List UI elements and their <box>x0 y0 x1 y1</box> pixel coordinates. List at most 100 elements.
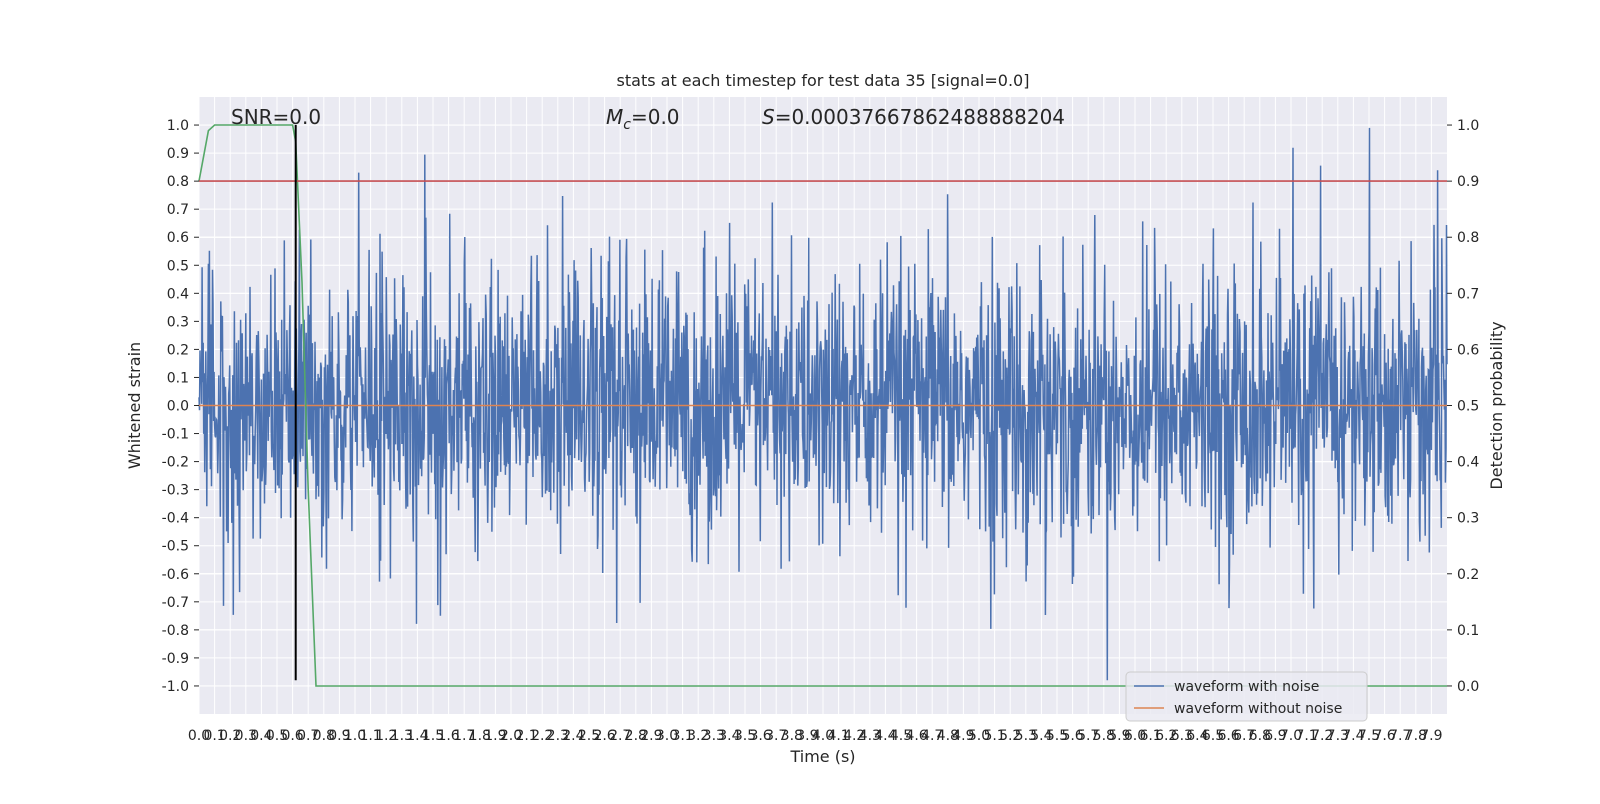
x-tick-label: 2.8 <box>625 728 647 744</box>
y2-tick-label: 0.6 <box>1457 342 1479 358</box>
legend-box <box>1125 671 1368 722</box>
y-tick-label: 0.0 <box>167 399 189 415</box>
x-tick-label: 0.9 <box>328 728 350 744</box>
chart-title: stats at each timestep for test data 35 … <box>617 71 1030 90</box>
x-tick-label: 3.0 <box>656 728 678 744</box>
x-tick-label: 1.9 <box>484 728 506 744</box>
legend: waveform with noise waveform without noi… <box>1125 671 1368 722</box>
x-tick-label: 1.4 <box>406 728 428 744</box>
x-tick-label: 0.0 <box>188 728 210 744</box>
y-tick-label: -0.4 <box>162 511 189 527</box>
y2-tick-label: 0.9 <box>1457 174 1479 190</box>
x-tick-label: 5.3 <box>1015 728 1037 744</box>
y-tick-label: -0.3 <box>162 483 189 499</box>
y2-tick-label: 0.7 <box>1457 286 1479 302</box>
tick-labels: 0.00.10.20.30.40.50.60.70.80.91.01.11.21… <box>162 118 1480 744</box>
y-tick-label: -0.7 <box>162 595 189 611</box>
x-tick-label: 4.5 <box>890 728 912 744</box>
x-tick-label: 6.9 <box>1264 728 1286 744</box>
snr-annotation: SNR=0.0 <box>231 105 321 129</box>
x-tick-label: 5.2 <box>999 728 1021 744</box>
x-tick-label: 4.1 <box>827 728 849 744</box>
x-tick-label: 5.6 <box>1061 728 1083 744</box>
x-tick-label: 1.6 <box>437 728 459 744</box>
y-axis-label: Whitened strain <box>125 342 144 469</box>
x-tick-label: 5.7 <box>1077 728 1099 744</box>
x-tick-label: 4.3 <box>859 728 881 744</box>
x-tick-label: 3.1 <box>671 728 693 744</box>
x-tick-label: 0.2 <box>219 728 241 744</box>
x-tick-label: 7.1 <box>1295 728 1317 744</box>
x-tick-label: 2.1 <box>515 728 537 744</box>
y-tick-label: 0.4 <box>167 286 189 302</box>
x-tick-label: 1.2 <box>375 728 397 744</box>
x-tick-label: 4.7 <box>921 728 943 744</box>
x-tick-label: 2.6 <box>593 728 615 744</box>
y-tick-label: 1.0 <box>167 118 189 134</box>
x-tick-label: 5.4 <box>1030 728 1052 744</box>
x-tick-label: 1.1 <box>359 728 381 744</box>
y2-tick-label: 0.0 <box>1457 679 1479 695</box>
y-tick-label: -0.8 <box>162 623 189 639</box>
x-axis-label: Time (s) <box>789 747 855 766</box>
y2-axis-label: Detection probability <box>1487 321 1506 489</box>
y2-tick-label: 0.3 <box>1457 511 1479 527</box>
x-tick-label: 3.6 <box>749 728 771 744</box>
x-tick-label: 0.1 <box>203 728 225 744</box>
x-tick-label: 5.9 <box>1108 728 1130 744</box>
y-tick-label: 0.3 <box>167 314 189 330</box>
x-tick-label: 6.5 <box>1202 728 1224 744</box>
noise-waveform-layer <box>198 127 1448 681</box>
series-layer <box>198 124 1447 687</box>
x-tick-label: 2.9 <box>640 728 662 744</box>
y-tick-label: -0.6 <box>162 567 189 583</box>
y-tick-label: -1.0 <box>162 679 189 695</box>
s-annotation: S=0.00037667862488888204 <box>762 105 1065 129</box>
s-value: =0.00037667862488888204 <box>775 105 1065 129</box>
x-tick-label: 7.4 <box>1342 728 1364 744</box>
x-tick-label: 0.6 <box>281 728 303 744</box>
x-tick-label: 1.8 <box>469 728 491 744</box>
x-tick-label: 0.7 <box>297 728 319 744</box>
x-tick-label: 5.8 <box>1093 728 1115 744</box>
x-tick-label: 2.7 <box>609 728 631 744</box>
legend-entry-with-noise: waveform with noise <box>1174 679 1319 695</box>
x-tick-label: 3.7 <box>765 728 787 744</box>
x-tick-label: 4.2 <box>843 728 865 744</box>
x-tick-label: 6.3 <box>1171 728 1193 744</box>
x-tick-label: 7.8 <box>1405 728 1427 744</box>
y2-tick-label: 0.8 <box>1457 230 1479 246</box>
x-tick-label: 6.6 <box>1217 728 1239 744</box>
x-tick-label: 2.4 <box>562 728 584 744</box>
x-tick-label: 2.5 <box>578 728 600 744</box>
x-tick-label: 3.8 <box>781 728 803 744</box>
s-symbol: S <box>762 105 775 129</box>
mc-subscript: c <box>623 117 631 133</box>
x-tick-label: 6.0 <box>1124 728 1146 744</box>
x-tick-label: 2.0 <box>500 728 522 744</box>
x-tick-label: 0.8 <box>313 728 335 744</box>
x-tick-label: 6.1 <box>1139 728 1161 744</box>
y2-tick-label: 1.0 <box>1457 118 1479 134</box>
y-tick-label: 0.7 <box>167 202 189 218</box>
x-tick-label: 5.1 <box>983 728 1005 744</box>
y2-tick-label: 0.5 <box>1457 399 1479 415</box>
y-tick-label: 0.1 <box>167 370 189 386</box>
y-tick-label: 0.5 <box>167 258 189 274</box>
x-tick-label: 6.2 <box>1155 728 1177 744</box>
x-tick-label: 5.0 <box>968 728 990 744</box>
x-tick-label: 7.5 <box>1358 728 1380 744</box>
y-tick-label: 0.8 <box>167 174 189 190</box>
x-tick-label: 7.2 <box>1311 728 1333 744</box>
x-tick-label: 1.5 <box>422 728 444 744</box>
legend-entry-without-noise: waveform without noise <box>1174 701 1342 717</box>
x-tick-label: 1.0 <box>344 728 366 744</box>
x-tick-label: 6.8 <box>1249 728 1271 744</box>
mc-value: =0.0 <box>631 105 680 129</box>
x-tick-label: 0.5 <box>266 728 288 744</box>
x-tick-label: 6.7 <box>1233 728 1255 744</box>
x-tick-label: 5.5 <box>1046 728 1068 744</box>
y-tick-label: 0.2 <box>167 342 189 358</box>
